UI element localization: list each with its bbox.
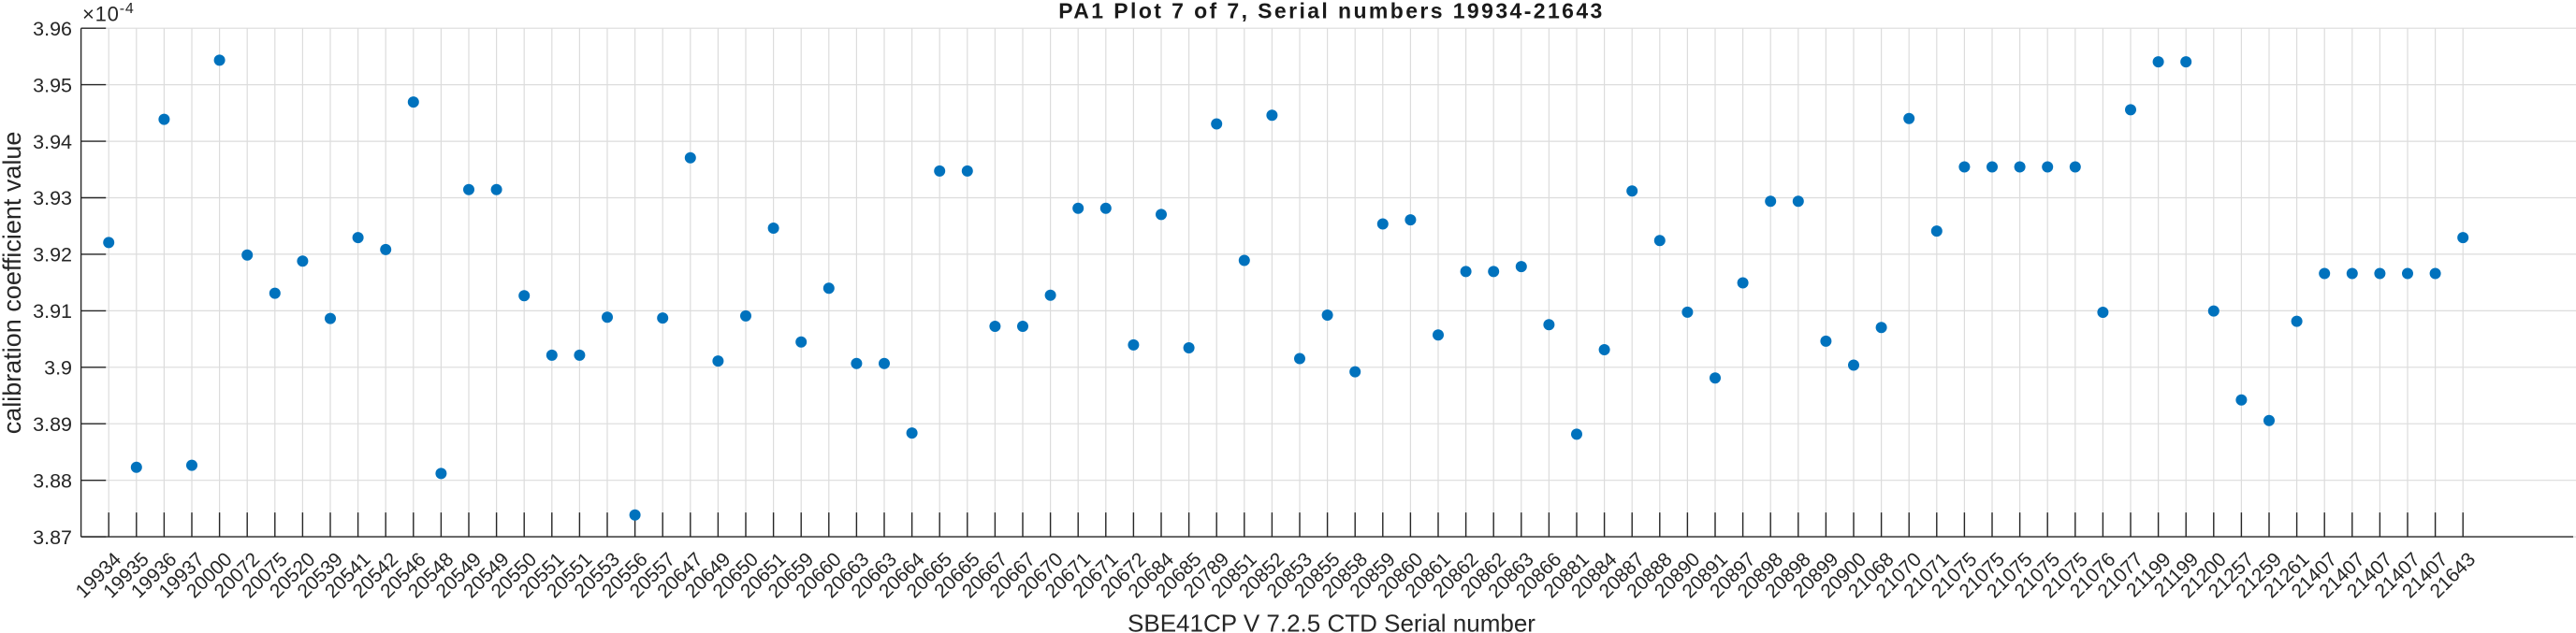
- svg-text:3.88: 3.88: [33, 469, 72, 492]
- svg-text:calibration coefficient value: calibration coefficient value: [0, 132, 26, 435]
- svg-text:3.87: 3.87: [33, 526, 72, 549]
- svg-text:PA1 Plot 7 of 7, Serial number: PA1 Plot 7 of 7, Serial numbers 19934-21…: [1058, 0, 1604, 23]
- svg-text:3.95: 3.95: [33, 74, 72, 96]
- svg-text:3.92: 3.92: [33, 244, 72, 266]
- svg-text:SBE41CP V 7.2.5 CTD Serial num: SBE41CP V 7.2.5 CTD Serial number: [1128, 610, 1535, 633]
- svg-text:3.94: 3.94: [33, 131, 72, 153]
- svg-text:3.96: 3.96: [33, 18, 72, 40]
- svg-text:3.9: 3.9: [44, 357, 72, 380]
- svg-text:3.91: 3.91: [33, 300, 72, 323]
- svg-text:3.93: 3.93: [33, 187, 72, 209]
- svg-text:3.89: 3.89: [33, 413, 72, 436]
